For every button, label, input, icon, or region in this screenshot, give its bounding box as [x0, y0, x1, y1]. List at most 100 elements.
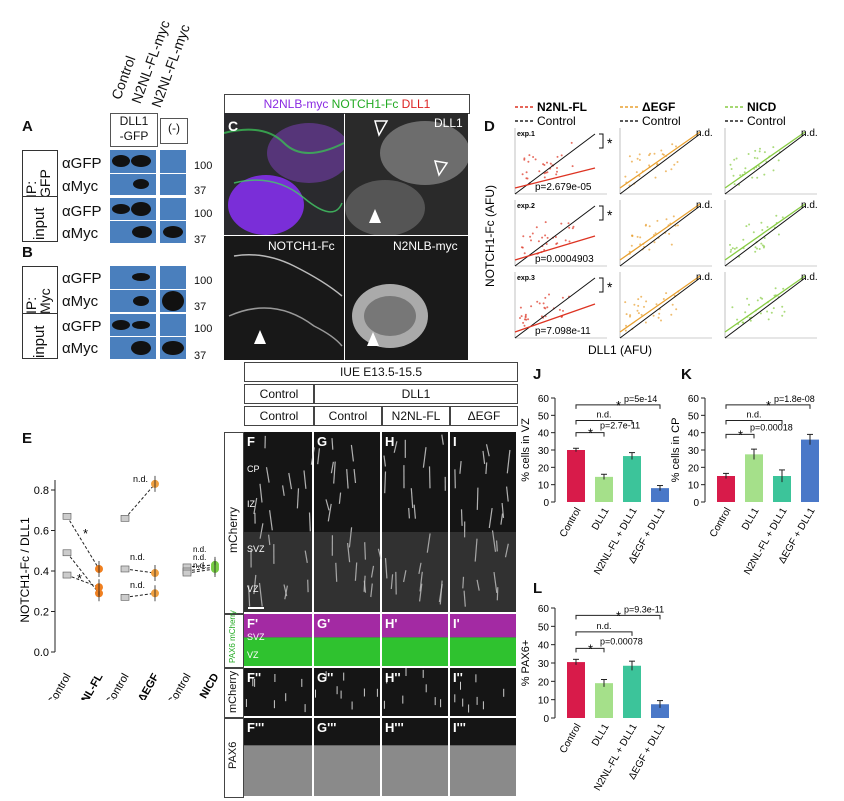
iue-tile-0-2 [382, 432, 448, 612]
iue-vz-band [450, 532, 516, 612]
d-exp-label-0: exp.1 [517, 131, 535, 138]
blot-none-header: (-) [160, 118, 188, 144]
legend-label-1: ΔEGF [642, 100, 675, 114]
e-pair-line [124, 568, 156, 574]
d-point [777, 233, 780, 236]
chartJ-bar-2 [623, 456, 641, 502]
chartJ-ytick-label: 50 [538, 411, 550, 422]
row-label-pax6-mcherry: PAX6 mCherry [224, 610, 244, 668]
iue-cell [403, 570, 407, 583]
d-point [729, 163, 732, 166]
iue-tile-2-2 [382, 668, 448, 716]
d-point [655, 303, 658, 306]
e-pair-line [124, 483, 156, 519]
d-point [754, 149, 757, 152]
chartK-nd: n.d. [746, 410, 761, 420]
iue-tile-0-1 [314, 432, 380, 612]
blot-dll1-gfp-header: DLL1 -GFP [110, 113, 158, 147]
chartL-ylabel: % PAX6+ [520, 640, 532, 687]
row-label-mcherry2: mCherry [224, 668, 244, 718]
iue-col-degf: ΔEGF [450, 406, 518, 426]
e-control-marker [62, 571, 72, 579]
d-nd-0-1: n.d. [696, 128, 713, 139]
iue-tag-3-3: I''' [453, 720, 466, 735]
iue-tag-2-3: I'' [453, 670, 463, 685]
e-ytick-label: 0.6 [34, 526, 49, 538]
iue-cell [384, 471, 387, 494]
iue-tag-3-0: F''' [247, 720, 264, 735]
iue-tag-2-2: H'' [385, 670, 401, 685]
chartJ-xlabel-1: DLL1 [590, 506, 612, 533]
d-point [783, 310, 786, 313]
e-pair-line [66, 516, 100, 570]
d-point [567, 222, 570, 225]
iue-cell [474, 538, 478, 562]
panel-label-e: E [22, 430, 33, 447]
iue-cell [491, 530, 497, 552]
d-point [671, 303, 674, 306]
d-point [670, 168, 673, 171]
chartL-ytick-label: 40 [538, 641, 550, 652]
e-xlabel-control: Control [103, 672, 131, 701]
e-pair-line [66, 574, 100, 588]
d-point [758, 165, 760, 168]
chartL-bracket-2 [575, 631, 633, 636]
d-point [532, 156, 535, 158]
iue-layer-fp-vz: VZ [247, 650, 259, 660]
d-point [665, 292, 668, 295]
d-point [781, 305, 784, 308]
legend-label-0: N2NL-FL [537, 100, 587, 114]
d-point [521, 173, 524, 176]
chartK-ytick-label: 10 [688, 481, 700, 492]
d-point [637, 298, 640, 301]
row-label-pax6: PAX6 [224, 718, 244, 798]
iue-mcherry-band [450, 614, 516, 638]
d-point [744, 311, 747, 314]
chartL-xlabel-1: DLL1 [590, 722, 612, 749]
d-nd-2-1: n.d. [696, 272, 713, 283]
chartJ-ylabel: % cells in VZ [520, 418, 532, 482]
d-point [635, 171, 638, 174]
d-nd-2-2: n.d. [801, 272, 818, 283]
row-label-mcherry: mCherry [224, 432, 244, 614]
d-point [654, 232, 657, 235]
label-notch1-fc: NOTCH1-Fc [268, 239, 335, 253]
d-point [530, 239, 532, 242]
iue-mcherry-band [382, 614, 448, 638]
e-pair-line [124, 592, 156, 598]
d-point [732, 174, 735, 177]
d-point [544, 296, 547, 299]
d-point [729, 243, 731, 246]
iue-layer-3: VZ [247, 584, 259, 594]
d-point [546, 306, 549, 309]
iue-cell [419, 583, 423, 602]
chartL-bar-0 [567, 662, 585, 718]
iue-cell [476, 487, 479, 510]
ab-gfp-b1: αGFP [62, 270, 102, 287]
iue-pax6-band [382, 637, 448, 666]
iue-cell [364, 542, 366, 560]
d-star-1: * [607, 207, 613, 223]
d-point [625, 324, 627, 327]
iue-cell [419, 571, 423, 592]
label-dll1: DLL1 [434, 116, 463, 130]
d-point [524, 315, 527, 318]
d-treat-line-2-2 [724, 275, 806, 333]
d-point [744, 167, 747, 170]
chartL-bracket-3 [575, 614, 661, 620]
d-point [629, 315, 631, 318]
chartL-ytick-label: 30 [538, 659, 550, 670]
d-point [631, 235, 634, 238]
d-point [759, 147, 761, 150]
d-point [630, 160, 633, 163]
d-point [564, 239, 567, 242]
d-point [624, 329, 627, 332]
iue-cell [363, 575, 366, 592]
d-point [670, 243, 673, 246]
d-point [743, 171, 746, 174]
chartL-star-3: * [616, 608, 621, 623]
d-point [530, 305, 533, 308]
iue-pax6-zone [244, 745, 312, 796]
iue-layer-0: CP [247, 464, 260, 474]
chartK-ytick-label: 20 [688, 463, 700, 474]
